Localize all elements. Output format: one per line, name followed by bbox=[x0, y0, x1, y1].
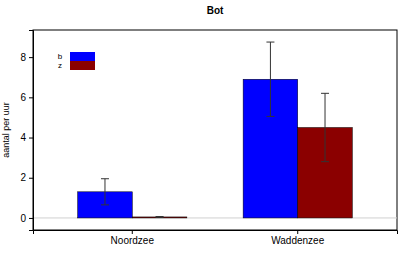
error-bar bbox=[156, 216, 164, 218]
y-tick-line bbox=[29, 218, 33, 219]
y-tick-label: 6 bbox=[20, 92, 26, 103]
y-tick: 8 bbox=[20, 52, 33, 63]
y-tick-line bbox=[29, 57, 33, 58]
error-bar bbox=[266, 42, 274, 116]
error-bar-line bbox=[156, 216, 164, 218]
x-tick-label: Noordzee bbox=[111, 235, 155, 246]
x-axis: Noordzee Waddenzee bbox=[34, 230, 398, 246]
legend-swatch bbox=[70, 61, 95, 70]
x-axis-line bbox=[34, 231, 398, 235]
y-tick-label: 4 bbox=[20, 132, 26, 143]
y-tick-line bbox=[29, 97, 33, 98]
error-bar-line bbox=[321, 93, 329, 161]
legend-swatch bbox=[70, 52, 95, 61]
y-tick: 4 bbox=[20, 132, 33, 143]
legend: bz bbox=[58, 52, 95, 70]
error-bar-line bbox=[266, 42, 274, 116]
x-tick-label: Waddenzee bbox=[271, 235, 324, 246]
chart: 0 2 4 6 8 Noordzee Waddenzee Bot aantal per uur b… bbox=[0, 0, 414, 260]
legend-label: z bbox=[58, 61, 62, 70]
title: Bot bbox=[207, 5, 224, 16]
y-tick: 6 bbox=[20, 92, 33, 103]
y-tick-line bbox=[29, 178, 33, 179]
marks bbox=[78, 42, 353, 218]
x-tick: Waddenzee bbox=[271, 230, 324, 246]
error-bar-line bbox=[101, 179, 109, 205]
plot-frame bbox=[33, 30, 397, 230]
y-tick: 0 bbox=[20, 213, 33, 224]
y-axis-line bbox=[29, 31, 34, 231]
y-axis-title: aantal per uur bbox=[1, 102, 11, 158]
bar bbox=[132, 217, 187, 218]
y-tick-label: 8 bbox=[20, 52, 26, 63]
y-tick-label: 2 bbox=[20, 172, 26, 183]
y-tick-line bbox=[29, 138, 33, 139]
x-tick: Noordzee bbox=[111, 230, 155, 246]
y-tick: 2 bbox=[20, 172, 33, 183]
y-tick-label: 0 bbox=[20, 213, 26, 224]
error-bar bbox=[101, 179, 109, 205]
error-bar bbox=[321, 93, 329, 161]
plot: 0 2 4 6 8 Noordzee Waddenzee bbox=[20, 30, 397, 246]
legend-label: b bbox=[58, 52, 63, 61]
x-tick-line bbox=[132, 230, 133, 234]
y-axis: 0 2 4 6 8 bbox=[20, 31, 33, 231]
x-tick-line bbox=[297, 230, 298, 234]
